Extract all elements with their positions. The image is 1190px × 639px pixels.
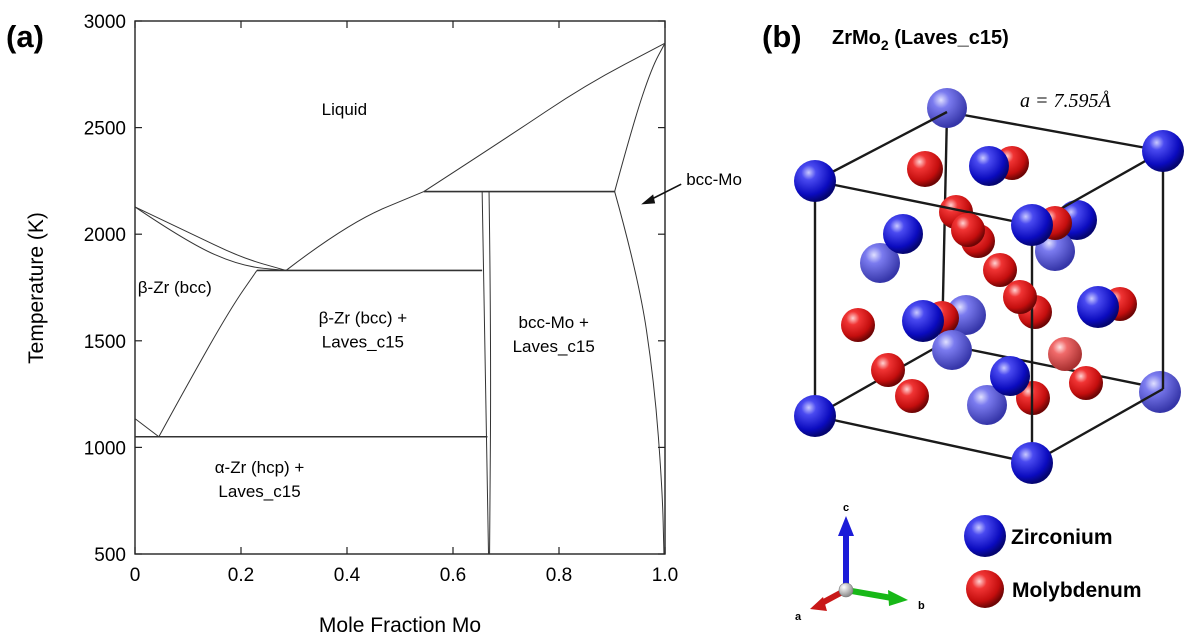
x-tick-label: 0.2: [228, 565, 254, 586]
region-label: α-Zr (hcp) + Laves_c15: [215, 458, 305, 501]
molybdenum-atom: [871, 353, 905, 387]
boundary-liquidus-mid: [285, 191, 425, 271]
region-label: bcc-Mo + Laves_c15: [513, 313, 595, 356]
zirconium-atom: [860, 243, 900, 283]
y-axis-label: Temperature (K): [25, 212, 48, 364]
boundary-solvus-bcc-Mo: [614, 191, 665, 555]
plot-frame: [134, 20, 666, 555]
molybdenum-atom: [1048, 337, 1082, 371]
bcc-mo-annotation: bcc-Mo: [686, 170, 742, 189]
boundary-liquidus-left: [134, 206, 287, 271]
region-label: β-Zr (bcc) + Laves_c15: [319, 309, 408, 352]
boundary-solidus-left: [134, 206, 287, 271]
molybdenum-atom: [1069, 366, 1103, 400]
x-tick-label: 0.6: [440, 565, 466, 586]
legend-molybdenum-label: Molybdenum: [1012, 579, 1142, 602]
zirconium-atom: [1142, 130, 1184, 172]
boundary-bcc-Zr-boundary: [158, 270, 258, 437]
atoms-front: [794, 130, 1184, 484]
legend-molybdenum-swatch: [966, 570, 1004, 608]
zirconium-atom: [990, 356, 1030, 396]
unit-cell-front-edges: [813, 110, 1165, 465]
zirconium-atom: [1011, 204, 1053, 246]
molybdenum-atom: [841, 308, 875, 342]
legend: Zirconium Molybdenum: [964, 515, 1142, 608]
axis-c-label: c: [843, 502, 849, 514]
x-axis-label: Mole Fraction Mo: [319, 614, 481, 637]
molybdenum-atom: [907, 151, 943, 187]
phase-diagram: 0 0.2 0.4 0.6 0.8 1.0 500 1000 1500 2000 2500 3000…: [25, 12, 742, 637]
axis-ticks: [134, 20, 666, 555]
region-label: β-Zr (bcc): [138, 278, 212, 297]
panel-a-label: (a): [6, 19, 44, 54]
molybdenum-atom: [983, 253, 1017, 287]
boundary-laves-left: [481, 191, 490, 555]
x-tick-label: 0.4: [334, 565, 361, 586]
legend-zirconium-swatch: [964, 515, 1006, 557]
legend-zirconium-label: Zirconium: [1011, 526, 1113, 549]
zirconium-atom: [883, 214, 923, 254]
molybdenum-atom: [895, 379, 929, 413]
zirconium-atom: [969, 146, 1009, 186]
molybdenum-atom: [1003, 280, 1037, 314]
y-tick-label: 3000: [84, 12, 126, 33]
zirconium-atom: [1011, 442, 1053, 484]
y-tick-label: 2500: [84, 119, 126, 140]
zirconium-atom: [932, 330, 972, 370]
boundary-solidus-right: [614, 42, 666, 192]
structure-title: ZrMo2 (Laves_c15): [832, 27, 1009, 53]
y-tick-label: 500: [94, 545, 126, 566]
x-tick-label: 0.8: [546, 565, 572, 586]
y-tick-label: 1000: [84, 438, 126, 459]
y-tick-label: 1500: [84, 332, 126, 353]
orientation-axes: c b a: [795, 502, 925, 623]
x-tick-label: 0: [130, 565, 141, 586]
x-tick-labels: 0 0.2 0.4 0.6 0.8 1.0: [130, 565, 679, 586]
zirconium-atom: [794, 395, 836, 437]
crystal-structure: a = 7.595Å: [794, 88, 1184, 623]
region-label: Liquid: [322, 100, 367, 119]
zirconium-atom: [927, 88, 967, 128]
bcc-mo-arrowhead: [641, 194, 656, 205]
phase-region-labels: Liquid β-Zr (bcc) β-Zr (bcc) + Laves_c15 bcc…: [138, 100, 595, 501]
boundary-alpha-Zr-boundary: [134, 418, 160, 438]
phase-boundaries: [134, 42, 666, 555]
molybdenum-atom: [951, 213, 985, 247]
zirconium-atom: [902, 300, 944, 342]
zirconium-atom: [794, 160, 836, 202]
axis-a-label: a: [795, 611, 802, 623]
zirconium-atom: [1077, 286, 1119, 328]
boundary-laves-right: [488, 191, 492, 555]
axis-b-label: b: [918, 600, 925, 612]
boundary-liquidus-right: [423, 42, 666, 192]
y-tick-label: 2000: [84, 225, 126, 246]
x-tick-label: 1.0: [652, 565, 678, 586]
y-tick-labels: 500 1000 1500 2000 2500 3000: [84, 12, 126, 566]
panel-b-label: (b): [762, 19, 802, 54]
lattice-parameter: a = 7.595Å: [1020, 90, 1111, 112]
zirconium-atom: [967, 385, 1007, 425]
